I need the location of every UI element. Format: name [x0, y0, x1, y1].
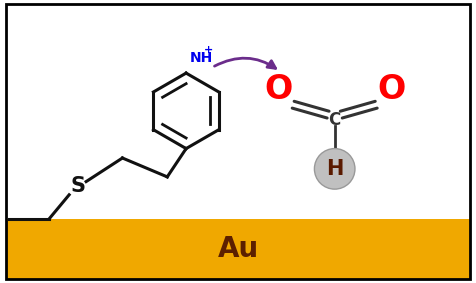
FancyArrowPatch shape — [215, 58, 276, 68]
Text: H: H — [326, 159, 343, 179]
Text: +: + — [204, 45, 213, 55]
Text: C: C — [328, 111, 341, 129]
Text: NH: NH — [190, 51, 213, 65]
Text: O: O — [264, 73, 292, 106]
Text: Au: Au — [218, 235, 258, 263]
Bar — [6, 219, 470, 279]
Text: O: O — [377, 73, 406, 106]
Text: S: S — [70, 176, 85, 196]
Circle shape — [315, 149, 355, 189]
